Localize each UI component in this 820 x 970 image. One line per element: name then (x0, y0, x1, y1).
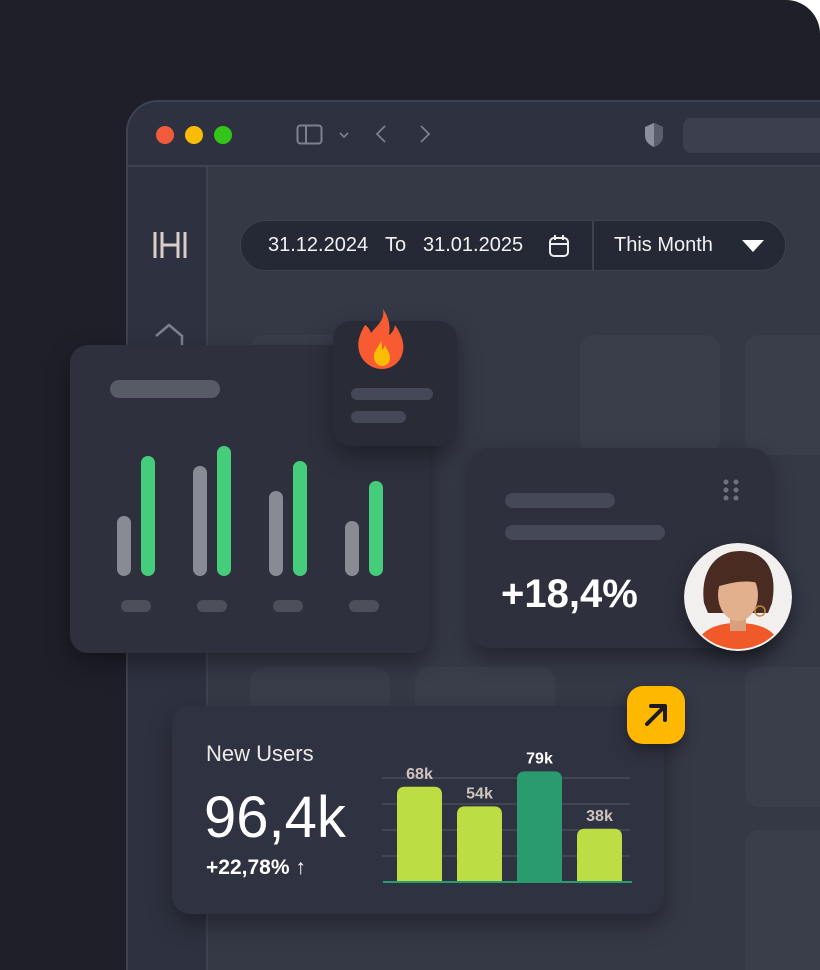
mini-bar-label-placeholder (121, 600, 151, 612)
mini-bar (117, 516, 131, 576)
text-placeholder (351, 388, 433, 400)
trending-card (333, 309, 457, 446)
minimize-window-button[interactable] (185, 126, 203, 144)
maximize-window-button[interactable] (214, 126, 232, 144)
text-placeholder (505, 525, 665, 540)
new-users-bar-chart: 68k 54k 79k 38k (382, 750, 632, 883)
mini-bar (269, 491, 283, 576)
divider (592, 221, 594, 270)
range-select[interactable]: This Month (614, 234, 713, 256)
placeholder-tile (745, 335, 820, 455)
forward-icon[interactable] (418, 124, 432, 144)
back-icon[interactable] (374, 124, 388, 144)
bar (397, 786, 442, 882)
mini-bar-label-placeholder (349, 600, 379, 612)
shield-icon[interactable] (642, 121, 666, 149)
text-placeholder (351, 411, 406, 423)
date-from[interactable]: 31.12.2024 (268, 234, 369, 256)
title-placeholder (110, 380, 220, 398)
mini-bar (141, 456, 155, 576)
change-value: +22,78% (206, 856, 290, 879)
user-avatar[interactable] (684, 543, 792, 651)
logo-icon (153, 232, 187, 258)
new-users-title: New Users (206, 741, 314, 766)
text-placeholder (505, 493, 615, 508)
arrow-up-right-icon (645, 704, 667, 726)
placeholder-tile (745, 830, 820, 970)
bar (517, 771, 562, 882)
growth-value: +18,4% (501, 572, 638, 616)
home-icon[interactable] (152, 322, 186, 352)
address-bar[interactable] (683, 118, 820, 153)
date-to[interactable]: 31.01.2025 (423, 234, 524, 256)
data-label: 68k (406, 766, 433, 783)
date-to-label: To (385, 234, 407, 256)
new-users-value: 96,4k (204, 785, 346, 850)
mini-bar (369, 481, 383, 576)
mini-bar (345, 521, 359, 576)
open-details-button[interactable] (627, 686, 685, 744)
title-bar (128, 102, 820, 167)
bar (457, 806, 502, 882)
data-label: 38k (586, 808, 613, 825)
mini-bar-label-placeholder (197, 600, 227, 612)
arrow-up-icon: ↑ (295, 856, 306, 879)
mini-bar (193, 466, 207, 576)
bar (577, 828, 622, 882)
chevron-down-icon[interactable] (338, 130, 350, 140)
data-label: 79k (526, 750, 553, 767)
date-range-filter[interactable]: 31.12.2024 To 31.01.2025 This Month (240, 220, 786, 271)
placeholder-tile (745, 667, 820, 807)
new-users-change: +22,78% ↑ (206, 856, 306, 880)
drag-handle-icon[interactable] (722, 478, 740, 502)
mini-bar-label-placeholder (273, 600, 303, 612)
sidebar-toggle-icon[interactable] (296, 124, 324, 146)
close-window-button[interactable] (156, 126, 174, 144)
mini-bar (217, 446, 231, 576)
fire-icon (358, 309, 404, 369)
mini-bar (293, 461, 307, 576)
calendar-icon[interactable] (548, 234, 570, 258)
placeholder-tile (580, 335, 720, 455)
data-label: 54k (466, 785, 493, 802)
new-users-card: New Users 96,4k +22,78% ↑ 68k 54k 79k 38k (172, 706, 664, 914)
caret-down-icon[interactable] (741, 239, 765, 253)
